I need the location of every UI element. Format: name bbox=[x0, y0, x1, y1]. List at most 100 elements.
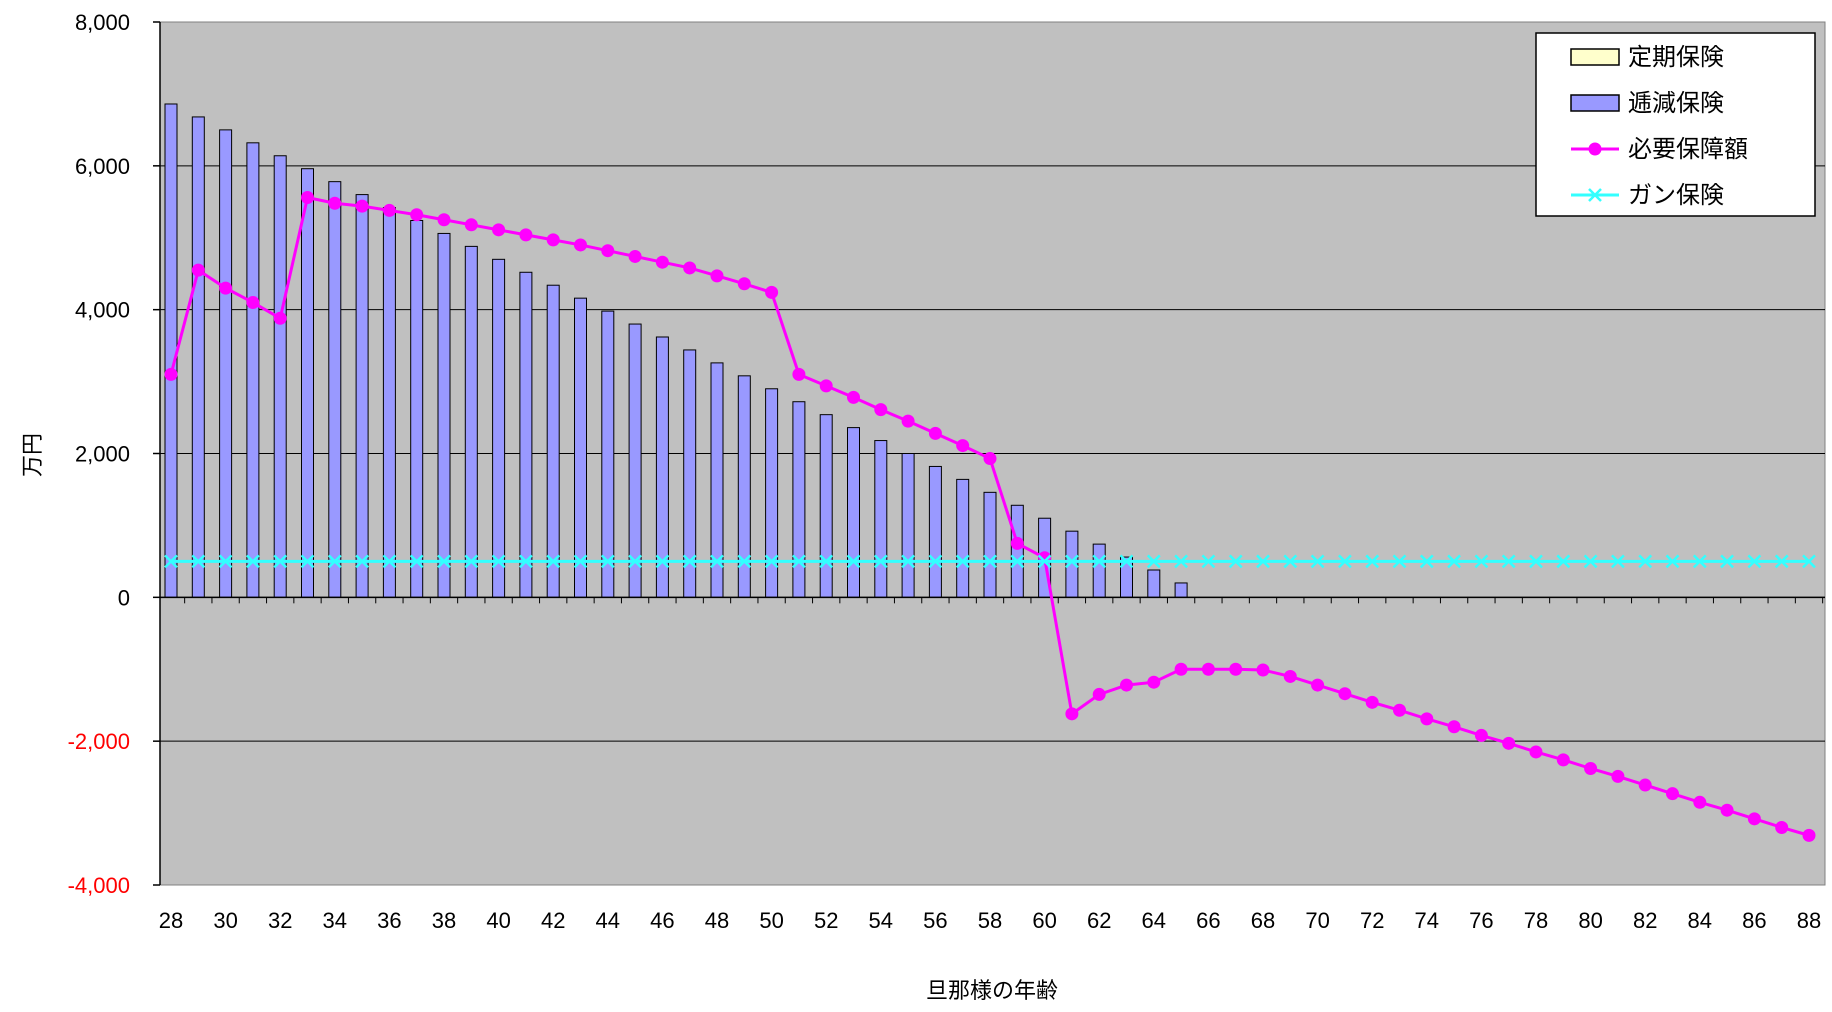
point-marker-x-stroke bbox=[1720, 554, 1734, 569]
point-marker-circle bbox=[246, 295, 260, 309]
point-marker-x-stroke bbox=[164, 554, 178, 569]
point-marker-x bbox=[1010, 554, 1025, 569]
point-marker-x bbox=[1310, 554, 1325, 569]
bar bbox=[983, 491, 997, 598]
point-marker-x bbox=[955, 554, 970, 569]
point-marker-circle bbox=[1120, 678, 1133, 692]
point-marker-x-stroke bbox=[1228, 554, 1243, 569]
point-marker-x-stroke bbox=[1392, 554, 1407, 569]
bar bbox=[928, 465, 942, 598]
point-marker-x-stroke bbox=[983, 554, 997, 569]
point-marker-x-stroke bbox=[382, 554, 397, 569]
point-marker-x bbox=[819, 554, 834, 569]
point-marker-x-stroke bbox=[1447, 554, 1461, 569]
point-marker-x bbox=[1065, 554, 1079, 569]
point-marker-circle bbox=[874, 403, 888, 417]
legend-marker-circle bbox=[1588, 142, 1602, 156]
point-marker-x-stroke bbox=[628, 554, 642, 569]
point-marker-x-stroke bbox=[1556, 554, 1571, 569]
legend-label: 必要保障額 bbox=[1628, 136, 1748, 163]
point-marker-x bbox=[1365, 554, 1380, 569]
x-tick-label: 70 bbox=[1305, 908, 1329, 933]
point-marker-circle bbox=[1311, 678, 1325, 692]
point-marker-circle bbox=[1474, 728, 1488, 742]
bar bbox=[410, 219, 424, 598]
point-marker-x-stroke bbox=[1365, 554, 1380, 569]
legend-item: 定期保険 bbox=[1570, 44, 1724, 71]
point-marker-x bbox=[355, 554, 369, 569]
point-marker-x-stroke bbox=[873, 554, 888, 569]
bar bbox=[1092, 543, 1106, 598]
point-marker-x-stroke bbox=[1119, 554, 1134, 569]
point-marker-x-stroke bbox=[491, 554, 506, 569]
point-marker-x bbox=[1638, 554, 1653, 569]
point-marker-x bbox=[1146, 554, 1161, 569]
point-marker-circle bbox=[519, 228, 533, 242]
bar bbox=[382, 207, 396, 598]
bar bbox=[792, 401, 806, 598]
x-tick-label: 42 bbox=[541, 908, 565, 933]
point-marker-circle bbox=[628, 249, 642, 263]
point-marker-x bbox=[1201, 554, 1216, 569]
point-marker-x-stroke bbox=[1010, 554, 1025, 569]
point-marker-circle bbox=[1365, 695, 1379, 709]
x-tick-label: 44 bbox=[596, 908, 620, 933]
point-marker-circle bbox=[737, 277, 751, 291]
point-marker-x-stroke bbox=[1474, 554, 1489, 569]
bar bbox=[874, 440, 888, 598]
axes bbox=[153, 21, 1825, 886]
point-marker-circle bbox=[164, 367, 178, 381]
x-tick-label: 86 bbox=[1742, 908, 1766, 933]
point-marker-x-stroke bbox=[1419, 554, 1434, 569]
point-marker-x bbox=[628, 554, 642, 569]
point-marker-circle bbox=[710, 269, 724, 283]
point-marker-circle bbox=[1229, 662, 1243, 676]
x-tick-label: 28 bbox=[159, 908, 183, 933]
point-marker-x-stroke bbox=[218, 554, 233, 569]
x-tick-label: 82 bbox=[1633, 908, 1657, 933]
bar bbox=[355, 194, 369, 598]
x-tick-label: 54 bbox=[869, 908, 893, 933]
point-marker-x-stroke bbox=[1638, 554, 1653, 569]
y-tick-label: 6,000 bbox=[75, 154, 130, 179]
y-tick-label: -4,000 bbox=[68, 873, 130, 898]
point-marker-x bbox=[1037, 554, 1052, 569]
legend-swatch bbox=[1570, 48, 1620, 66]
point-marker-circle bbox=[1693, 795, 1707, 809]
point-marker-x bbox=[464, 554, 479, 569]
point-marker-x-stroke bbox=[1611, 554, 1625, 569]
y-tick-label: -2,000 bbox=[68, 729, 130, 754]
point-marker-x bbox=[792, 554, 806, 569]
bar bbox=[191, 116, 205, 598]
point-marker-x-stroke bbox=[710, 554, 724, 569]
point-marker-x bbox=[1501, 554, 1516, 569]
point-marker-circle bbox=[1447, 720, 1461, 734]
point-marker-x-stroke bbox=[1283, 554, 1298, 569]
x-tick-label: 48 bbox=[705, 908, 729, 933]
legend-label: ガン保険 bbox=[1628, 182, 1724, 209]
x-tick-label: 40 bbox=[486, 908, 510, 933]
point-marker-x-stroke bbox=[1310, 554, 1325, 569]
x-tick-label: 76 bbox=[1469, 908, 1493, 933]
point-marker-x bbox=[1119, 554, 1134, 569]
point-marker-x-stroke bbox=[1747, 554, 1762, 569]
point-marker-x-stroke bbox=[819, 554, 834, 569]
point-marker-x-stroke bbox=[409, 554, 424, 569]
bars bbox=[164, 103, 1188, 598]
point-marker-circle bbox=[655, 255, 669, 269]
point-marker-circle bbox=[328, 196, 342, 210]
point-marker-circle bbox=[1256, 663, 1270, 677]
point-marker-circle bbox=[1393, 703, 1406, 717]
point-marker-x bbox=[437, 554, 451, 569]
point-marker-x bbox=[764, 554, 779, 569]
point-marker-x-stroke bbox=[1065, 554, 1079, 569]
bar bbox=[164, 103, 178, 598]
point-marker-x bbox=[846, 554, 861, 569]
legend-swatch bbox=[1570, 94, 1620, 112]
point-marker-x bbox=[382, 554, 397, 569]
y-tick-label: 2,000 bbox=[75, 442, 130, 467]
point-marker-x bbox=[546, 554, 561, 569]
point-marker-circle bbox=[1420, 712, 1434, 726]
point-marker-x-stroke bbox=[1665, 554, 1680, 569]
point-marker-circle bbox=[683, 261, 697, 275]
